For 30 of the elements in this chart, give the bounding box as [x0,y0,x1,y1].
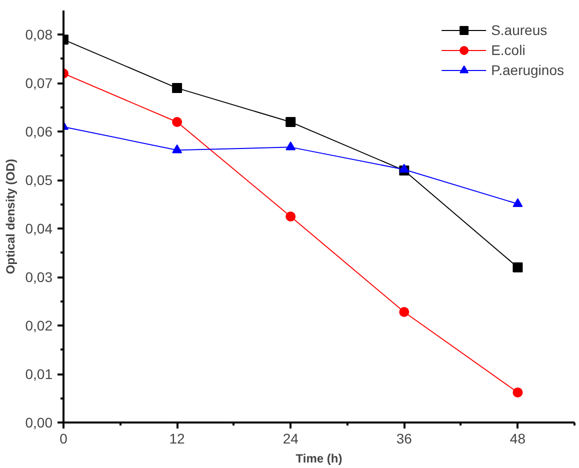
point [399,164,410,173]
point [286,116,296,127]
point [172,116,182,127]
point [172,83,182,94]
x-tick-label: 12 [169,430,186,446]
y-tick-label: 0,04 [25,220,53,237]
x-tick-label: 48 [510,430,526,446]
point [512,262,523,272]
y-tick-label: 0,00 [25,414,53,430]
point [512,387,523,398]
y-tick-label: 0,01 [25,366,53,382]
y-tick-label: 0,06 [25,124,53,140]
legend-label: P.aeruginos [491,62,564,78]
y-axis-title: Optical density (OD) [3,158,18,274]
point [172,144,182,154]
y-tick-label: 0,07 [25,75,53,92]
legend-label: S.aureus [491,22,548,38]
y-tick-label: 0,05 [25,172,53,188]
point [399,306,410,317]
y-tick-label: 0,08 [25,26,53,43]
x-tick-label: 0 [60,430,68,446]
x-tick-label: 24 [282,430,299,446]
point [286,141,296,150]
x-tick-label: 36 [396,430,412,446]
y-tick-label: 0,03 [25,269,53,286]
y-tick-label: 0,02 [25,318,53,334]
x-axis-title: Time (h) [296,452,342,466]
point [512,198,523,207]
point [286,212,296,222]
legend-label: E.coli [491,42,526,58]
